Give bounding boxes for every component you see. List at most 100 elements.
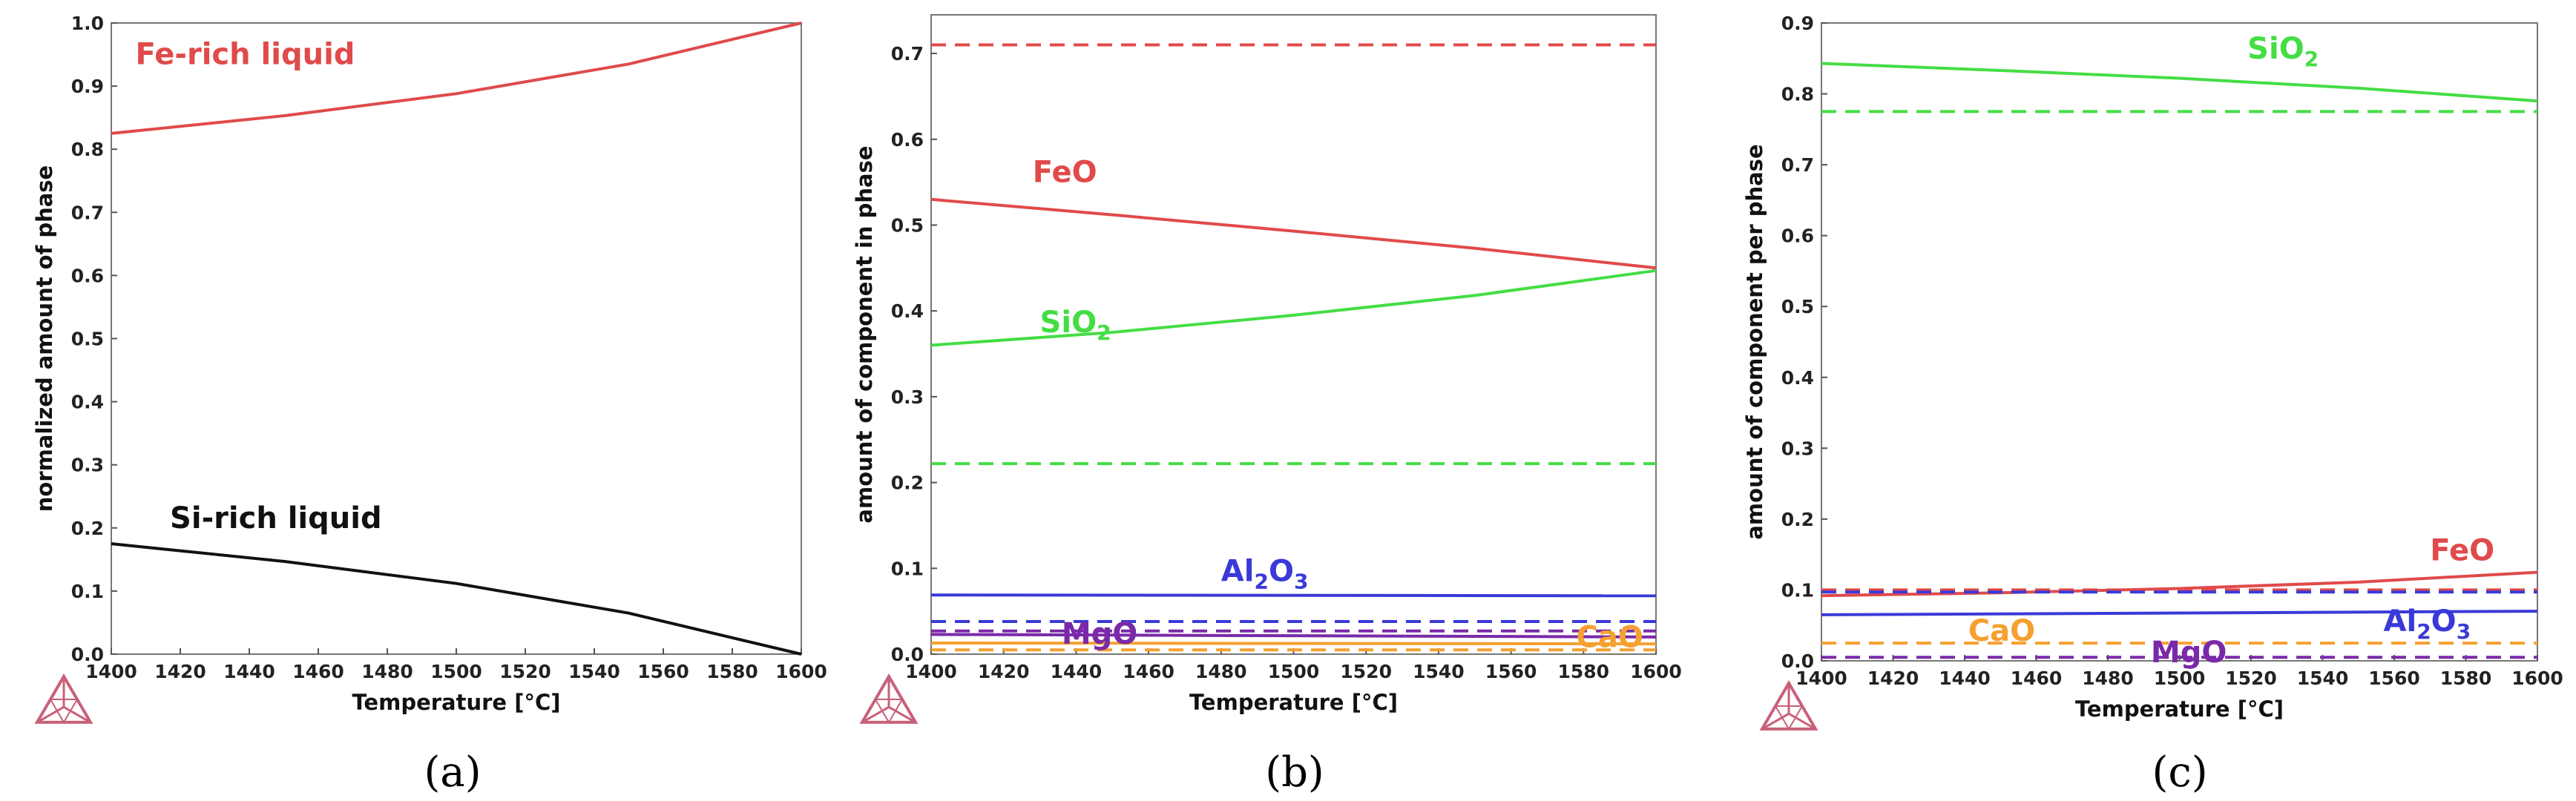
x-tick-label: 1540 — [568, 661, 620, 682]
y-tick-label: 0.1 — [71, 581, 104, 602]
x-tick-label: 1400 — [1795, 668, 1847, 689]
x-axis-label: Temperature [°C] — [2075, 696, 2284, 722]
y-tick-label: 1.0 — [71, 13, 104, 34]
x-tick-label: 1500 — [430, 661, 482, 682]
series-line-al2o3 — [1821, 610, 2538, 616]
y-tick-label: 0.0 — [891, 644, 924, 665]
y-tick-label: 0.6 — [1781, 225, 1814, 247]
y-tick-label: 0.1 — [891, 558, 924, 579]
x-tick-label: 1520 — [1340, 661, 1392, 682]
x-tick-label: 1420 — [978, 661, 1030, 682]
x-tick-label: 1540 — [2297, 668, 2349, 689]
x-tick-label: 1560 — [1485, 661, 1537, 682]
x-tick-label: 1440 — [1939, 668, 1991, 689]
y-tick-label: 0.4 — [891, 300, 924, 322]
x-tick-label: 1560 — [2368, 668, 2420, 689]
y-axis-label: amount of component per phase — [1742, 144, 1767, 539]
panel-c: 1400 1420 1440 1460 1480 1500 1520 1540 1560 1580… — [1742, 13, 2563, 797]
panel-caption: (a) — [424, 748, 481, 797]
x-tick-label: 1600 — [1630, 661, 1682, 682]
series-line-sio2 — [1821, 62, 2538, 103]
thermo-triangle-logo-icon — [34, 673, 93, 724]
x-tick-label: 1400 — [905, 661, 957, 682]
y-tick-label: 0.5 — [1781, 296, 1814, 317]
y-tick-label: 0.3 — [891, 386, 924, 408]
y-tick-label: 0.8 — [71, 139, 104, 160]
panel-caption: (b) — [1265, 748, 1324, 797]
series-label: CaO — [1968, 614, 2035, 648]
y-tick-label: 0.0 — [71, 644, 104, 665]
x-tick-label: 1580 — [706, 661, 758, 682]
y-axis-label: normalized amount of phase — [32, 165, 57, 512]
x-tick-label: 1460 — [2011, 668, 2063, 689]
series-line-cao — [930, 642, 1657, 646]
y-tick-label: 0.7 — [891, 43, 924, 65]
x-tick-label: 1540 — [1413, 661, 1465, 682]
series-line-sio2 — [930, 268, 1657, 347]
y-tick-label: 0.5 — [71, 329, 104, 350]
series-label: MgO — [1062, 617, 1137, 651]
series-line-feo — [930, 197, 1657, 270]
x-tick-label: 1600 — [775, 661, 827, 682]
plot-frame — [111, 22, 802, 655]
series-line-fe-rich-liquid — [111, 22, 802, 135]
series-label: Al2O3 — [1221, 555, 1309, 594]
x-tick-label: 1480 — [361, 661, 413, 682]
x-tick-label: 1500 — [1268, 661, 1320, 682]
series-line-si-rich-liquid — [111, 542, 802, 656]
x-tick-label: 1600 — [2511, 668, 2563, 689]
x-tick-label: 1480 — [2082, 668, 2134, 689]
thermo-triangle-logo-icon — [859, 673, 919, 724]
y-tick-label: 0.9 — [1781, 13, 1814, 34]
x-tick-label: 1400 — [85, 661, 137, 682]
panel-caption: (c) — [2152, 748, 2207, 797]
y-tick-label: 0.7 — [71, 202, 104, 223]
y-tick-label: 0.6 — [891, 129, 924, 151]
y-tick-label: 0.3 — [1781, 438, 1814, 459]
y-tick-label: 0.2 — [891, 472, 924, 494]
series-label: SiO2 — [1040, 306, 1111, 345]
y-tick-label: 0.2 — [71, 518, 104, 539]
series-label: CaO — [1577, 621, 1643, 655]
x-axis-label: Temperature [°C] — [352, 690, 561, 715]
x-tick-label: 1440 — [223, 661, 275, 682]
y-tick-label: 0.0 — [1781, 650, 1814, 672]
series-label: Fe-rich liquid — [136, 37, 355, 71]
y-tick-label: 0.6 — [71, 265, 104, 286]
x-tick-label: 1420 — [154, 661, 206, 682]
x-tick-label: 1440 — [1051, 661, 1103, 682]
x-tick-label: 1460 — [1123, 661, 1174, 682]
y-tick-label: 0.2 — [1781, 509, 1814, 530]
y-tick-label: 0.1 — [1781, 579, 1814, 601]
x-tick-label: 1520 — [499, 661, 551, 682]
y-tick-label: 0.5 — [891, 214, 924, 236]
plot-frame — [1821, 22, 2538, 662]
x-tick-label: 1460 — [292, 661, 344, 682]
x-tick-label: 1420 — [1867, 668, 1919, 689]
y-tick-label: 0.8 — [1781, 84, 1814, 105]
series-label: MgO — [2151, 636, 2227, 670]
x-tick-label: 1500 — [2154, 668, 2206, 689]
series-label: FeO — [1033, 156, 1097, 190]
x-tick-label: 1580 — [1558, 661, 1610, 682]
y-tick-label: 0.4 — [71, 392, 104, 413]
x-tick-label: 1480 — [1195, 661, 1247, 682]
y-tick-label: 0.4 — [1781, 367, 1814, 389]
y-axis-label: amount of component in phase — [852, 145, 877, 523]
series-label: FeO — [2430, 533, 2494, 567]
x-tick-label: 1580 — [2440, 668, 2492, 689]
series-line-al2o3 — [930, 593, 1657, 598]
x-tick-label: 1560 — [637, 661, 689, 682]
y-tick-label: 0.9 — [71, 76, 104, 97]
x-axis-label: Temperature [°C] — [1189, 690, 1398, 715]
series-line-mgo — [930, 633, 1657, 639]
x-tick-label: 1520 — [2225, 668, 2277, 689]
panel-b: 1400 1420 1440 1460 1480 1500 1520 1540 1560 1580… — [852, 14, 1682, 797]
series-label: SiO2 — [2247, 32, 2319, 71]
series-label: Al2O3 — [2384, 604, 2471, 644]
thermo-triangle-logo-icon — [1759, 680, 1818, 731]
plot-frame — [930, 14, 1657, 655]
series-label: Si-rich liquid — [170, 501, 382, 535]
panel-a: 1400 1420 1440 1460 1480 1500 1520 1540 1560 1580… — [32, 13, 827, 797]
